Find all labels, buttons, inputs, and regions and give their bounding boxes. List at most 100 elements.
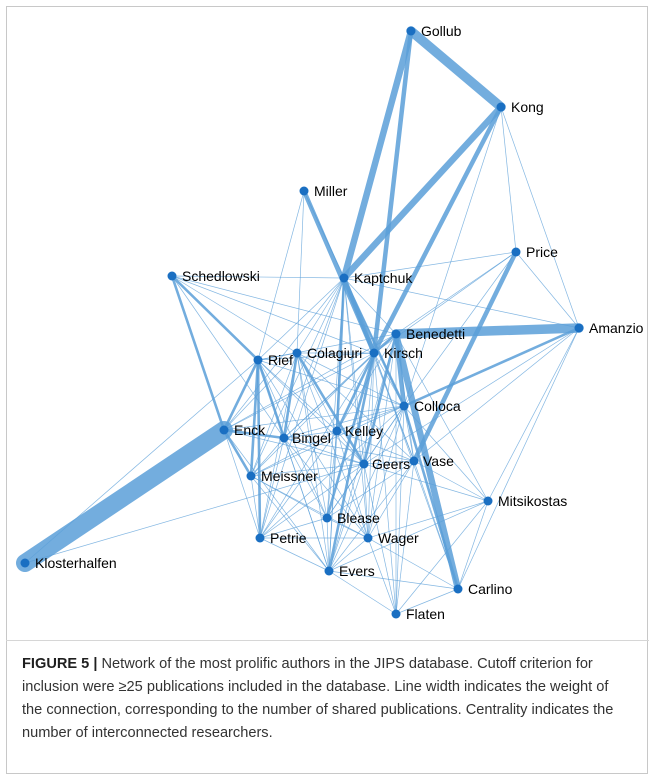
edge-kaptchuk-bingel — [283, 277, 345, 439]
node-label-flaten: Flaten — [406, 606, 445, 622]
edge-schedlowski-bingel — [171, 275, 285, 439]
edge-kelley-vase — [336, 430, 415, 462]
node-label-colloca: Colloca — [414, 398, 461, 414]
edge-flaten-mitsikostas — [395, 500, 489, 615]
edge-geers-evers — [328, 463, 365, 572]
edge-kaptchuk-rief — [257, 277, 345, 361]
node-layer — [20, 26, 584, 619]
node-flaten — [391, 609, 401, 619]
edge-geers-mitsikostas — [363, 463, 489, 502]
node-rief — [253, 355, 263, 365]
edge-bingel-geers — [283, 437, 365, 465]
figure-frame — [6, 6, 648, 774]
edge-blease-petrie — [259, 517, 328, 539]
node-label-enck: Enck — [234, 422, 266, 438]
edge-carlino-mitsikostas — [457, 500, 489, 590]
edge-kelley-blease — [326, 430, 338, 519]
edge-geers-meissner — [250, 463, 365, 477]
edge-schedlowski-kaptchuk — [171, 275, 345, 279]
node-kaptchuk — [339, 273, 349, 283]
edge-meissner-petrie — [250, 475, 261, 539]
edge-schedlowski-kirsch — [171, 275, 375, 354]
node-label-kong: Kong — [511, 99, 544, 115]
edge-wager-carlino — [367, 537, 459, 590]
node-kirsch — [369, 348, 379, 358]
edge-kelley-geers — [336, 430, 365, 465]
edge-kelley-petrie — [259, 430, 338, 539]
edge-vase-wager — [367, 460, 415, 539]
edge-miller-rief — [257, 190, 305, 361]
edge-miller-colagiuri — [296, 190, 305, 354]
node-petrie — [255, 533, 265, 543]
edge-kong-kirsch — [371, 104, 504, 356]
node-label-vase: Vase — [423, 453, 454, 469]
edge-bingel-blease — [283, 437, 328, 519]
edge-geers-vase — [363, 460, 415, 465]
edge-gollub-kaptchuk — [340, 27, 415, 282]
edge-amanzio-kaptchuk — [343, 277, 580, 329]
edge-amanzio-vase — [413, 327, 580, 462]
edge-benedetti-carlino — [392, 330, 462, 593]
edge-evers-carlino — [328, 570, 459, 590]
edge-benedetti-vase — [395, 333, 415, 462]
node-enck — [219, 425, 229, 435]
edge-kaptchuk-petrie — [259, 277, 345, 539]
node-label-rief: Rief — [268, 352, 293, 368]
node-miller — [299, 186, 309, 196]
node-label-kelley: Kelley — [345, 423, 383, 439]
node-evers — [324, 566, 334, 576]
edge-colloca-bingel — [283, 405, 405, 439]
edge-rief-geers — [257, 359, 365, 465]
edge-colagiuri-petrie — [259, 352, 298, 539]
node-label-meissner: Meissner — [261, 468, 318, 484]
edge-kelley-meissner — [250, 430, 338, 477]
edge-miller-colloca — [303, 190, 405, 407]
node-colloca — [399, 401, 409, 411]
edge-wager-mitsikostas — [367, 500, 489, 539]
node-kelley — [332, 426, 342, 436]
edge-blease-kirsch — [325, 351, 376, 520]
edge-bingel-meissner — [250, 437, 285, 477]
edge-kaptchuk-blease — [326, 277, 345, 519]
edge-rief-blease — [257, 359, 328, 519]
edge-enck-rief — [222, 358, 260, 432]
edge-kaptchuk-geers — [343, 277, 365, 465]
node-label-amanzio: Amanzio — [589, 320, 644, 336]
edge-gollub-kirsch — [371, 28, 414, 356]
edge-vase-carlino — [413, 460, 459, 590]
edge-amanzio-colloca — [402, 326, 581, 408]
edge-kong-price — [500, 106, 517, 253]
edge-amanzio-carlino — [457, 327, 580, 590]
edge-schedlowski-benedetti — [171, 275, 397, 335]
edge-colloca-flaten — [395, 405, 405, 615]
node-label-kirsch: Kirsch — [384, 345, 423, 361]
edge-colloca-wager — [367, 405, 405, 539]
edge-benedetti-evers — [328, 333, 397, 572]
label-layer: Gollub Kong Miller Price Schedlowski Kaptchuk… — [35, 23, 644, 622]
edge-petrie-evers — [259, 537, 330, 572]
edge-kaptchuk-benedetti — [343, 277, 397, 335]
edge-price-kaptchuk — [343, 251, 517, 279]
edge-enck-kaptchuk — [223, 277, 345, 431]
edge-geers-petrie — [259, 463, 365, 539]
node-wager — [363, 533, 373, 543]
edge-geers-blease — [326, 463, 365, 519]
edge-price-colloca — [403, 251, 517, 407]
edge-colloca-carlino — [402, 404, 460, 591]
node-gollub — [406, 26, 416, 36]
edge-enck-meissner — [222, 428, 253, 478]
node-bingel — [279, 433, 289, 443]
edge-benedetti-kelley — [336, 333, 397, 432]
edge-price-amanzio — [515, 251, 580, 329]
edge-klosterhalfen-rief — [24, 359, 259, 564]
edge-amanzio-mitsikostas — [487, 327, 580, 502]
node-label-carlino: Carlino — [468, 581, 513, 597]
edge-gollub-kong — [406, 26, 506, 112]
caption-divider — [6, 640, 649, 641]
node-vase — [409, 456, 419, 466]
edge-bingel-kelley — [283, 430, 338, 439]
edge-colagiuri-wager — [296, 352, 369, 539]
edge-rief-schedlowski — [170, 274, 260, 362]
network-graph: Gollub Kong Miller Price Schedlowski Kaptchuk… — [16, 23, 644, 622]
edge-vase-mitsikostas — [413, 460, 489, 502]
